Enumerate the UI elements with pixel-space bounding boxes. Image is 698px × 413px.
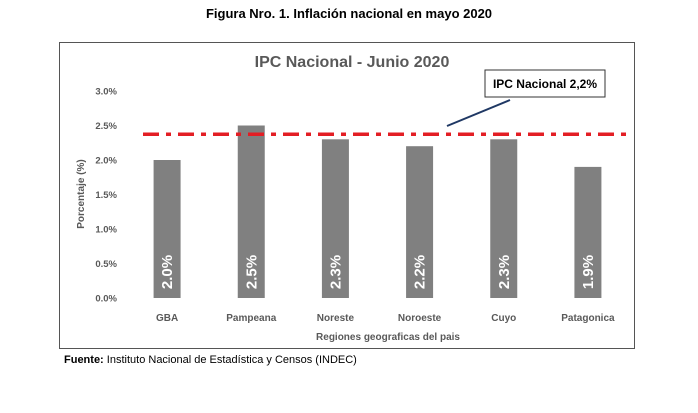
y-tick-label: 2.5% [95, 121, 117, 132]
x-tick-label: Pampeana [226, 313, 276, 324]
figure-caption: Figura Nro. 1. Inflación nacional en may… [205, 6, 493, 21]
data-label: 2.3% [327, 255, 344, 289]
x-tick-label: Patagonica [561, 313, 615, 324]
y-tick-label: 1.0% [95, 225, 117, 236]
data-label: 2.5% [243, 255, 260, 289]
chart-frame [59, 42, 635, 349]
x-axis-label: Regiones geograficas del pais [316, 332, 460, 343]
y-tick-label: 0.0% [95, 294, 117, 305]
source-text: Instituto Nacional de Estadística y Cens… [106, 354, 357, 366]
bar [321, 139, 349, 298]
x-tick-label: Noroeste [398, 313, 442, 324]
bar [406, 146, 434, 298]
x-tick-label: Noreste [317, 313, 355, 324]
data-label: 2.0% [159, 255, 176, 289]
callout-pointer [446, 99, 511, 127]
y-tick-label: 0.5% [95, 259, 117, 270]
source-note: Fuente: Instituto Nacional de Estadístic… [64, 354, 357, 366]
source-label: Fuente: [64, 354, 104, 366]
data-label: 2.3% [496, 255, 513, 289]
y-axis-label: Porcentaje (%) [76, 159, 87, 228]
chart-title: IPC Nacional - Junio 2020 [255, 54, 450, 71]
bar [574, 166, 602, 298]
x-tick-label: Cuyo [491, 313, 516, 324]
callout-label: IPC Nacional 2,2% [493, 77, 597, 91]
y-tick-label: 1.5% [95, 190, 117, 201]
y-tick-label: 2.0% [95, 156, 117, 167]
y-tick-label: 3.0% [95, 87, 117, 98]
data-label: 2.2% [412, 255, 429, 289]
bar [153, 160, 181, 298]
callout-box [484, 69, 606, 98]
x-tick-label: GBA [156, 313, 178, 324]
data-label: 1.9% [580, 255, 597, 289]
bar [490, 139, 518, 298]
bar [237, 125, 265, 298]
